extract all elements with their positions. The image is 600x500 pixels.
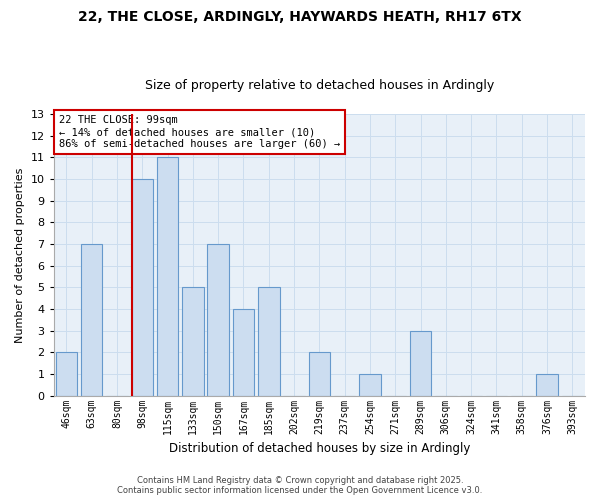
Text: 22, THE CLOSE, ARDINGLY, HAYWARDS HEATH, RH17 6TX: 22, THE CLOSE, ARDINGLY, HAYWARDS HEATH,…: [78, 10, 522, 24]
Bar: [56, 352, 77, 396]
Text: Contains HM Land Registry data © Crown copyright and database right 2025.
Contai: Contains HM Land Registry data © Crown c…: [118, 476, 482, 495]
Bar: [536, 374, 558, 396]
Bar: [410, 330, 431, 396]
X-axis label: Distribution of detached houses by size in Ardingly: Distribution of detached houses by size …: [169, 442, 470, 455]
Y-axis label: Number of detached properties: Number of detached properties: [15, 167, 25, 342]
Bar: [208, 244, 229, 396]
Bar: [182, 288, 203, 396]
Title: Size of property relative to detached houses in Ardingly: Size of property relative to detached ho…: [145, 79, 494, 92]
Bar: [131, 179, 153, 396]
Bar: [359, 374, 381, 396]
Bar: [233, 309, 254, 396]
Bar: [308, 352, 330, 396]
Bar: [81, 244, 103, 396]
Bar: [157, 158, 178, 396]
Text: 22 THE CLOSE: 99sqm
← 14% of detached houses are smaller (10)
86% of semi-detach: 22 THE CLOSE: 99sqm ← 14% of detached ho…: [59, 116, 340, 148]
Bar: [258, 288, 280, 396]
